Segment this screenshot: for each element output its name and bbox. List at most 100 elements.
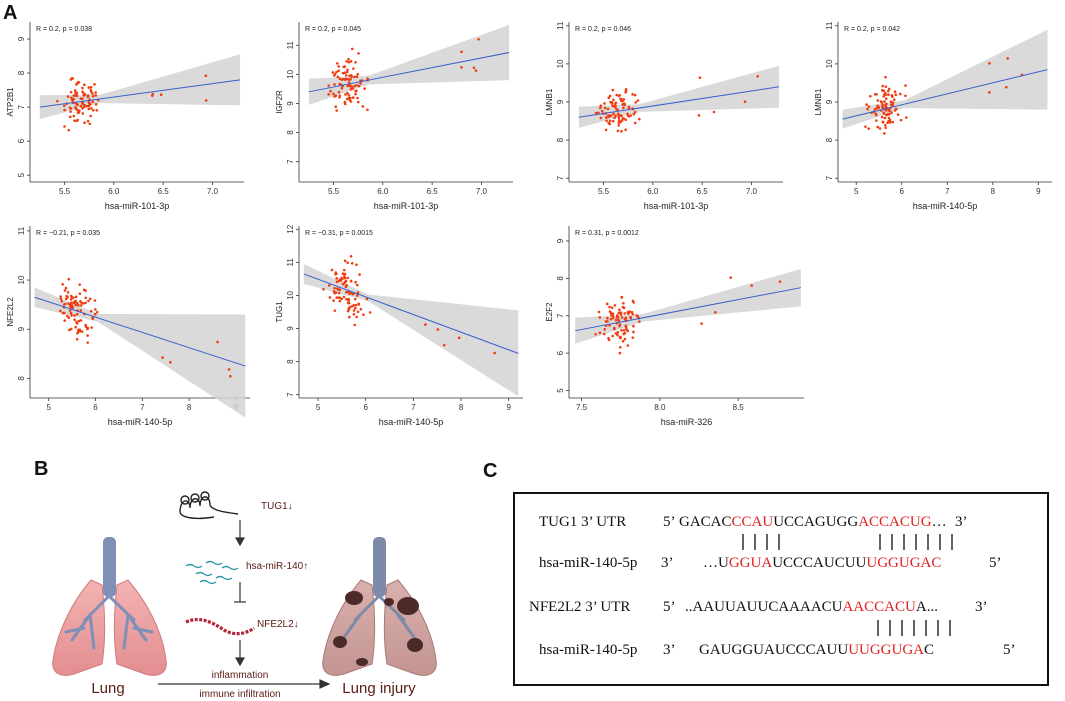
scatter-point [345,70,349,74]
scatter-point [620,130,623,133]
scatter-point [887,93,890,96]
scatter-point [887,108,891,112]
scatter-point [611,88,615,92]
scatter-point [598,331,602,335]
scatter-point [357,100,360,104]
scatter-point [67,316,71,320]
scatter-point [620,316,624,319]
scatter-point [602,332,606,336]
sequence-alignment-box: TUG1 3’ UTR 5’ GACACCCAUUCCAGUGGACCACUG…… [513,492,1049,686]
scatter-point [436,328,440,331]
scatter-point [612,112,615,116]
row4-three-prime: 3’ [663,642,676,658]
y-tick-label: 9 [286,101,295,106]
scatter-point [891,95,894,98]
scatter-point [349,60,353,63]
scatter-point [614,332,618,335]
scatter-point [631,93,634,96]
scatter-point [343,274,346,278]
x-tick-label: 6.0 [647,187,659,196]
scatter-point [883,116,887,120]
y-tick-label: 11 [286,258,295,267]
row3-label: NFE2L2 3’ UTR [529,599,630,615]
scatter-point [884,126,887,130]
x-tick-label: 7 [411,403,416,412]
scatter-plot-6: 5 6 7 8 9 7 8 9 10 11 12 hsa-miR-140-5p TUG1 R = −0.3… [275,224,523,427]
scatter-point [349,279,353,283]
scatter-point [81,86,84,90]
scatter-point [620,119,624,122]
scatter-point [604,128,608,132]
scatter-point [606,316,609,320]
scatter-point [67,277,71,281]
x-tick-label: 7.0 [207,187,219,196]
scatter-point [338,77,342,81]
scatter-point [335,109,338,112]
scatter-point [78,283,82,286]
scatter-point [346,91,349,95]
confidence-band [575,269,801,344]
scatter-point [899,92,902,96]
scatter-point [82,302,85,305]
scatter-point [627,105,631,109]
scatter-point [342,295,346,299]
scatter-point [338,94,342,98]
scatter-point [344,279,348,283]
scatter-point [621,117,625,120]
scatter-point [442,343,446,347]
scatter-point [615,93,619,97]
scatter-point [354,280,357,284]
seed-match-span: CCAU [732,514,774,530]
scatter-point [594,111,598,115]
scatter-point [864,125,867,129]
y-axis-label: ATP2B1 [6,87,15,117]
scatter-point [865,103,868,106]
scatter-point [355,83,358,87]
data-points [594,74,760,133]
y-axis-label: TUG1 [275,301,284,323]
x-tick-label: 8.5 [733,403,745,412]
scatter-point [333,83,336,86]
scatter-point [90,107,93,110]
scatter-point [71,306,75,309]
scatter-point [81,112,85,115]
scatter-point [358,273,361,276]
scatter-point [81,97,84,100]
panel-label-b: B [34,458,49,480]
data-points [56,74,208,132]
scatter-point [611,334,614,338]
scatter-point [638,117,641,121]
scatter-point [61,311,65,315]
scatter-point [330,268,334,272]
scatter-point [355,263,358,266]
scatter-point [359,307,363,311]
scatter-point [327,284,331,287]
scatter-point [617,94,621,98]
row4-five-prime: 5’ [1003,642,1016,658]
scatter-point [91,92,94,95]
scatter-point [70,304,74,307]
y-tick-label: 10 [556,59,565,68]
scatter-point [881,106,885,109]
scatter-point [617,118,621,122]
x-tick-label: 5 [316,403,321,412]
sequence-span: UCCAGUGG [773,514,858,530]
y-tick-label: 5 [556,388,565,393]
scatter-point [600,109,604,113]
scatter-point [94,91,97,94]
scatter-point [619,311,623,315]
scatter-point [632,324,635,328]
scatter-point [884,85,888,88]
scatter-point [86,326,90,330]
scatter-point [94,308,97,311]
scatter-point [63,125,66,128]
scatter-point [616,112,620,115]
scatter-point [356,294,359,297]
scatter-point [84,301,87,305]
scatter-point [63,289,67,292]
scatter-point [621,339,625,343]
scatter-point [346,261,349,264]
scatter-point [333,309,337,312]
nfe2l2-mrna-icon [185,617,255,636]
scatter-point [599,116,603,120]
